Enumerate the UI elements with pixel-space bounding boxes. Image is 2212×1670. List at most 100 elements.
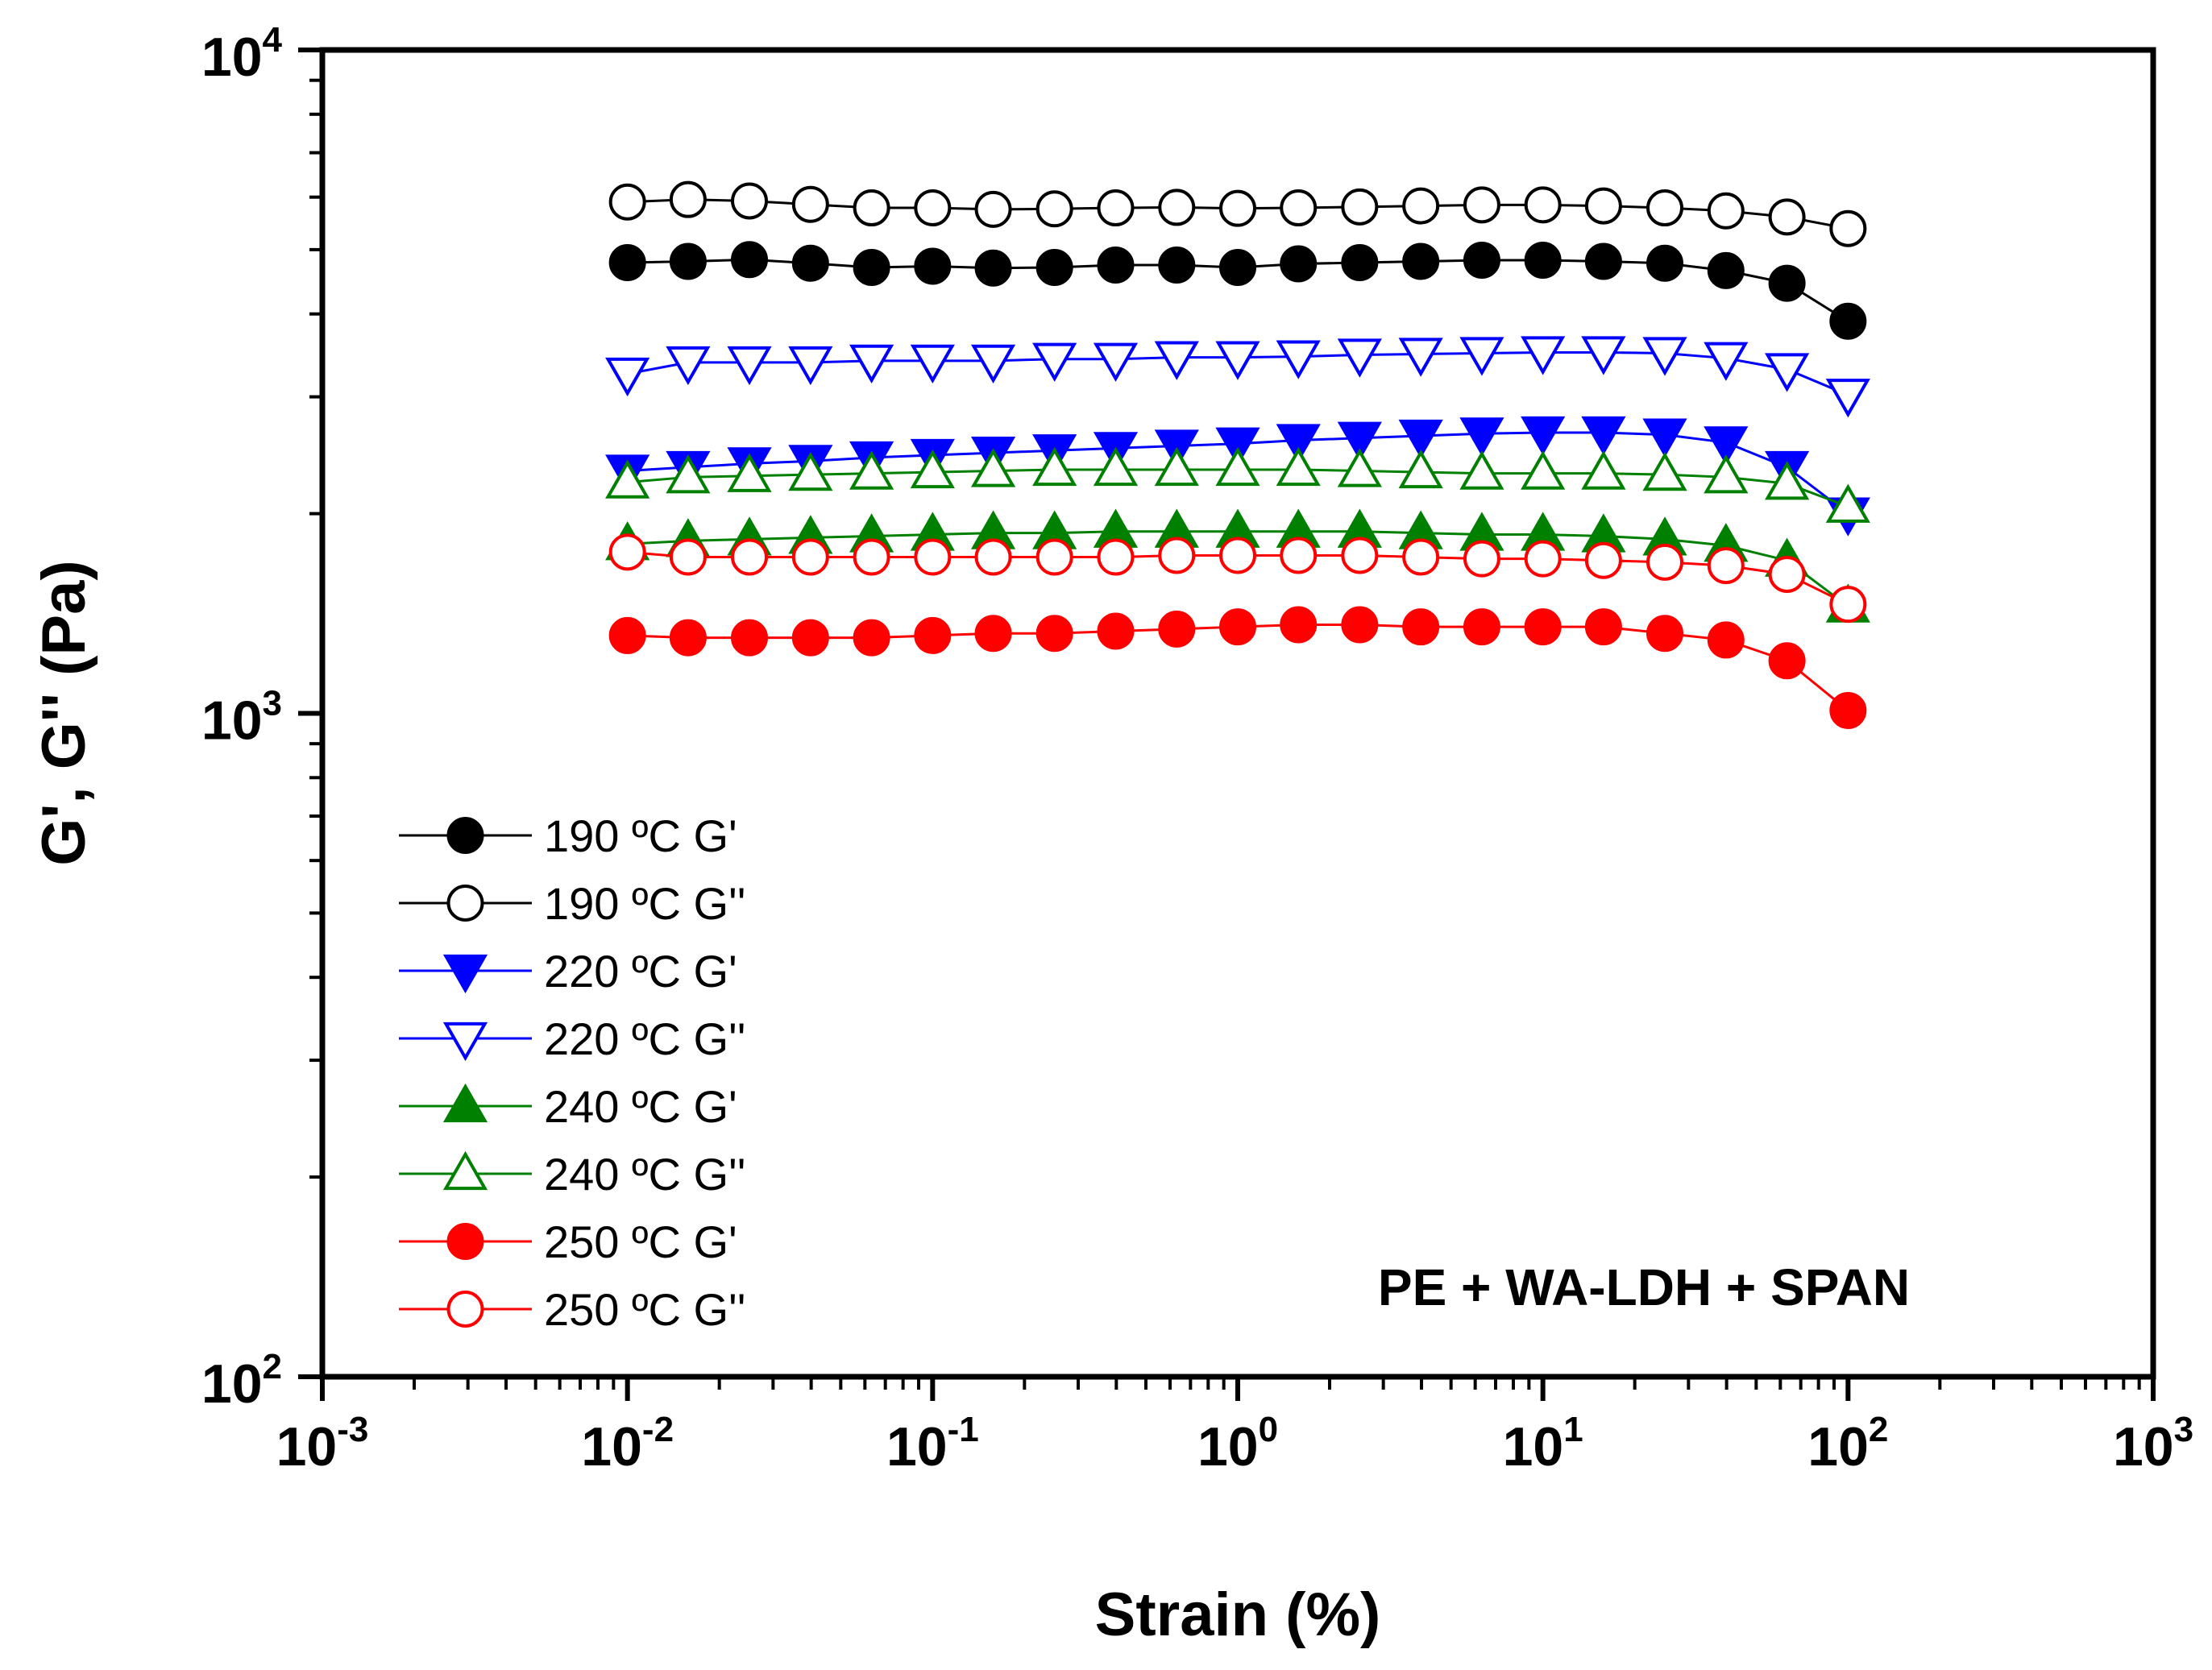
- data-point: [1581, 450, 1626, 490]
- data-point: [1219, 249, 1256, 287]
- legend-label: 240 ºC G': [544, 1081, 737, 1132]
- data-point: [914, 538, 952, 576]
- legend-marker: [446, 1223, 484, 1260]
- data-point: [1829, 586, 1867, 624]
- series-1: [608, 180, 1867, 247]
- data-point: [1524, 242, 1562, 280]
- data-point: [1768, 264, 1806, 302]
- data-point: [1707, 251, 1745, 289]
- plot-annotation: PE + WA-LDH + SPAN: [1378, 1258, 1910, 1316]
- data-point: [1765, 353, 1810, 392]
- data-point: [1280, 537, 1318, 574]
- x-axis-ticks: 10-3 10-2 10-1 100 101 102 103: [276, 1377, 2193, 1477]
- data-point: [1280, 245, 1318, 283]
- legend-item: 250 ºC G': [399, 1216, 737, 1267]
- data-point: [1398, 449, 1443, 489]
- data-point: [1521, 336, 1566, 375]
- x-tick-label: 10-2: [581, 1410, 674, 1477]
- data-point: [1521, 450, 1566, 490]
- data-point: [608, 183, 646, 221]
- data-point: [853, 538, 890, 576]
- data-point: [1584, 608, 1622, 646]
- data-point: [853, 249, 890, 287]
- data-point: [1524, 186, 1562, 224]
- y-tick-label: 102: [201, 1347, 282, 1415]
- data-point: [788, 346, 833, 386]
- data-point: [1219, 608, 1256, 646]
- series-6: [608, 606, 1867, 729]
- x-axis-title: Strain (%): [1095, 1581, 1381, 1649]
- data-point: [1035, 538, 1073, 576]
- data-point: [791, 185, 829, 223]
- data-point: [1829, 209, 1867, 247]
- legend-label: 220 ºC G'': [544, 1013, 745, 1064]
- data-point: [788, 451, 833, 491]
- data-point: [1646, 244, 1684, 282]
- data-point: [1402, 187, 1440, 225]
- x-tick-label: 102: [1807, 1410, 1888, 1477]
- data-point: [1707, 547, 1745, 585]
- data-point: [605, 459, 650, 499]
- data-point: [1463, 608, 1500, 646]
- legend-marker: [442, 1150, 488, 1191]
- data-point: [910, 449, 955, 489]
- series-5: [605, 446, 1870, 523]
- data-point: [1337, 448, 1382, 487]
- legend: 190 ºC G' 190 ºC G'' 220 ºC G' 220 ºC G'' 24…: [399, 810, 745, 1335]
- data-point: [1341, 188, 1379, 226]
- data-point: [974, 249, 1012, 287]
- data-point: [1459, 450, 1504, 490]
- data-point: [1463, 540, 1500, 578]
- data-point: [853, 189, 890, 227]
- data-point: [1646, 615, 1684, 653]
- data-point: [1032, 342, 1077, 382]
- data-point: [1398, 338, 1443, 377]
- data-point: [970, 448, 1016, 487]
- data-point: [669, 538, 707, 576]
- data-point: [608, 616, 646, 654]
- series-layer: [605, 180, 1870, 729]
- data-point: [1463, 242, 1500, 280]
- data-point: [1707, 192, 1745, 230]
- x-tick-label: 10-1: [886, 1410, 979, 1477]
- data-point: [1035, 615, 1073, 653]
- data-point: [1158, 246, 1196, 284]
- data-point: [605, 357, 650, 397]
- data-point: [1097, 538, 1135, 576]
- data-point: [910, 344, 955, 384]
- data-point: [1402, 608, 1440, 646]
- data-point: [914, 616, 952, 654]
- data-point: [727, 346, 772, 386]
- data-point: [1768, 555, 1806, 593]
- data-point: [1337, 421, 1382, 461]
- data-point: [1219, 189, 1256, 227]
- data-point: [731, 182, 769, 220]
- y-axis-title: G', G'' (Pa): [30, 560, 98, 865]
- data-point: [1097, 246, 1135, 284]
- data-point: [727, 453, 772, 492]
- x-tick-label: 100: [1197, 1410, 1278, 1477]
- x-tick-label: 10-3: [276, 1410, 369, 1477]
- data-point: [1215, 446, 1260, 487]
- data-point: [1646, 543, 1684, 581]
- legend-marker: [442, 1083, 488, 1123]
- data-point: [853, 619, 890, 657]
- data-point: [1215, 341, 1260, 380]
- data-point: [914, 189, 952, 227]
- data-point: [1825, 379, 1870, 418]
- legend-label: 250 ºC G': [544, 1216, 737, 1267]
- data-point: [1825, 483, 1870, 523]
- data-point: [1829, 691, 1867, 729]
- data-point: [1154, 341, 1199, 380]
- data-point: [1402, 538, 1440, 576]
- data-point: [1341, 606, 1379, 644]
- legend-label: 220 ºC G': [544, 946, 737, 997]
- data-point: [666, 346, 711, 386]
- data-point: [1154, 446, 1199, 487]
- legend-label: 250 ºC G'': [544, 1284, 745, 1335]
- data-point: [1276, 424, 1321, 463]
- series-0: [608, 241, 1867, 340]
- data-point: [1704, 342, 1749, 381]
- data-point: [1459, 337, 1504, 376]
- data-point: [1768, 642, 1806, 680]
